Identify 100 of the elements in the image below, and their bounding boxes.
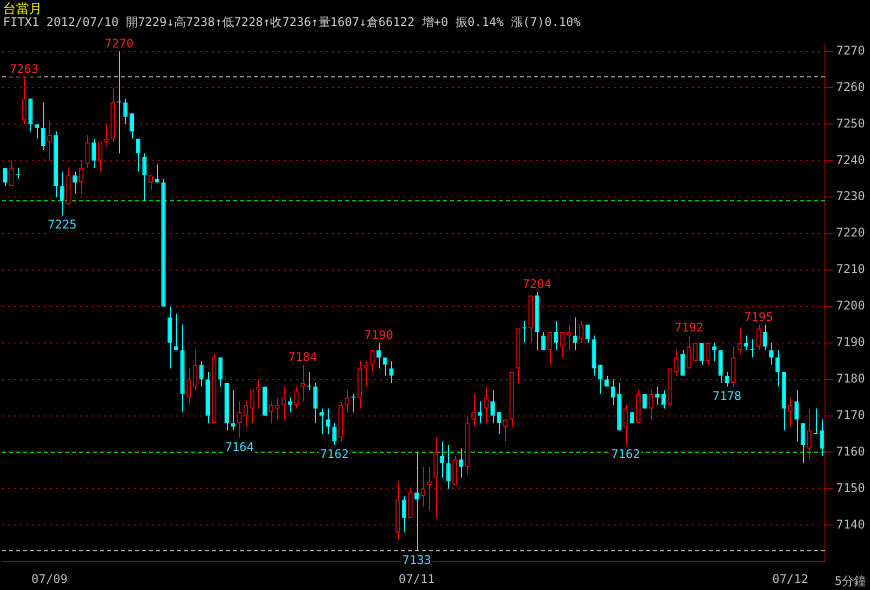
candlestick — [655, 386, 660, 406]
candlestick — [218, 356, 223, 388]
candlestick — [420, 466, 426, 508]
candlestick — [130, 112, 134, 140]
candlestick — [452, 455, 457, 486]
y-tick-label: 7230 — [836, 189, 866, 204]
y-tick-label: 7220 — [836, 226, 866, 240]
y-tick-label: 7250 — [836, 116, 866, 130]
candlestick — [2, 167, 8, 187]
candlestick — [788, 397, 792, 428]
y-tick-label: 7170 — [836, 408, 866, 422]
candlestick — [192, 350, 198, 391]
candlestick — [92, 138, 96, 168]
candlestick — [471, 393, 476, 428]
candlestick — [458, 448, 464, 478]
candlestick — [478, 400, 482, 424]
candlestick — [427, 466, 432, 512]
candlestick — [490, 390, 495, 424]
candlestick — [661, 390, 666, 410]
chart-subtitle: FITX1 2012/07/10 開7229↓高7238↑低7228↑收7236↑量1607↓倉66122 增+0 振0.14% 漲(7)0.10% — [3, 14, 581, 31]
y-tick-label: 7240 — [836, 152, 866, 167]
candlestick — [807, 408, 812, 460]
candlestick — [484, 386, 489, 424]
candlestick — [744, 335, 748, 351]
y-tick-label: 7150 — [836, 480, 866, 495]
candlestick — [389, 360, 394, 384]
candlestick — [186, 368, 191, 406]
candlestick — [762, 324, 768, 351]
candlestick — [440, 440, 444, 478]
candlestick — [275, 397, 280, 420]
candlestick — [142, 152, 147, 202]
candlestick — [60, 171, 64, 216]
y-tick-label: 7270 — [836, 43, 866, 58]
x-tick-label: 07/12 — [772, 572, 808, 586]
candlestick — [288, 397, 292, 413]
y-tick-label: 7190 — [836, 335, 866, 350]
annotation: 7162 — [611, 447, 640, 462]
candlestick — [680, 350, 685, 376]
candlestick — [402, 495, 406, 533]
x-tick-label: 07/11 — [398, 572, 435, 586]
candlestick — [794, 390, 799, 442]
candlestick — [268, 400, 274, 424]
candlestick — [775, 350, 780, 388]
candlestick — [408, 488, 413, 518]
candlestick — [313, 382, 318, 424]
candlestick — [123, 98, 128, 125]
candlestick — [382, 356, 388, 376]
annotation: 7263 — [10, 62, 39, 76]
annotation: 7184 — [288, 350, 318, 364]
annotation: 7164 — [224, 440, 254, 454]
annotation: 7133 — [402, 552, 432, 567]
candlestick — [674, 350, 679, 376]
candlestick — [820, 418, 824, 456]
y-tick-label: 7160 — [836, 444, 866, 458]
candlestick — [566, 324, 571, 351]
candlestick — [579, 320, 584, 344]
annotation: 7192 — [674, 320, 704, 335]
y-tick-label: 7140 — [836, 517, 866, 532]
candlestick — [78, 160, 84, 194]
candlestick — [250, 390, 254, 424]
candlestick — [294, 386, 299, 410]
candlestick — [699, 342, 704, 366]
candlestick — [244, 400, 248, 428]
y-tick-label: 7260 — [836, 80, 866, 94]
candlestick — [376, 342, 381, 369]
candlestick — [712, 342, 717, 362]
candlestick — [718, 350, 723, 384]
candlestick — [623, 404, 628, 446]
candlestick — [800, 422, 806, 464]
candlestick — [256, 378, 261, 410]
candlestick — [174, 313, 178, 351]
candlestick — [98, 142, 102, 172]
candlestick — [332, 422, 337, 446]
candlestick — [547, 331, 552, 366]
candlestick — [34, 124, 40, 140]
candlestick — [724, 372, 730, 388]
annotation: 7178 — [712, 388, 742, 403]
y-tick-label: 7180 — [836, 371, 866, 386]
candlestick — [433, 437, 438, 518]
candlestick — [199, 360, 204, 388]
candlestick — [282, 386, 286, 420]
candlestick — [541, 331, 546, 351]
y-tick-label: 7210 — [836, 262, 866, 276]
x-tick-label: 07/09 — [31, 572, 68, 586]
candlestick — [731, 346, 736, 388]
candlestick — [769, 342, 774, 366]
candlestick — [503, 418, 508, 442]
candlestick — [154, 164, 160, 184]
annotation: 7162 — [320, 447, 349, 462]
candlestick — [364, 360, 368, 388]
candlestick — [237, 400, 242, 438]
annotation: 7195 — [744, 310, 774, 324]
candlestick — [168, 306, 172, 369]
candlestick — [414, 452, 419, 552]
candlestick — [326, 408, 330, 435]
candlestick — [136, 138, 140, 172]
annotation: 7225 — [48, 217, 77, 232]
candlestick — [598, 364, 603, 394]
chart-title: 台當月 — [3, 1, 42, 17]
candlestick — [40, 102, 46, 150]
